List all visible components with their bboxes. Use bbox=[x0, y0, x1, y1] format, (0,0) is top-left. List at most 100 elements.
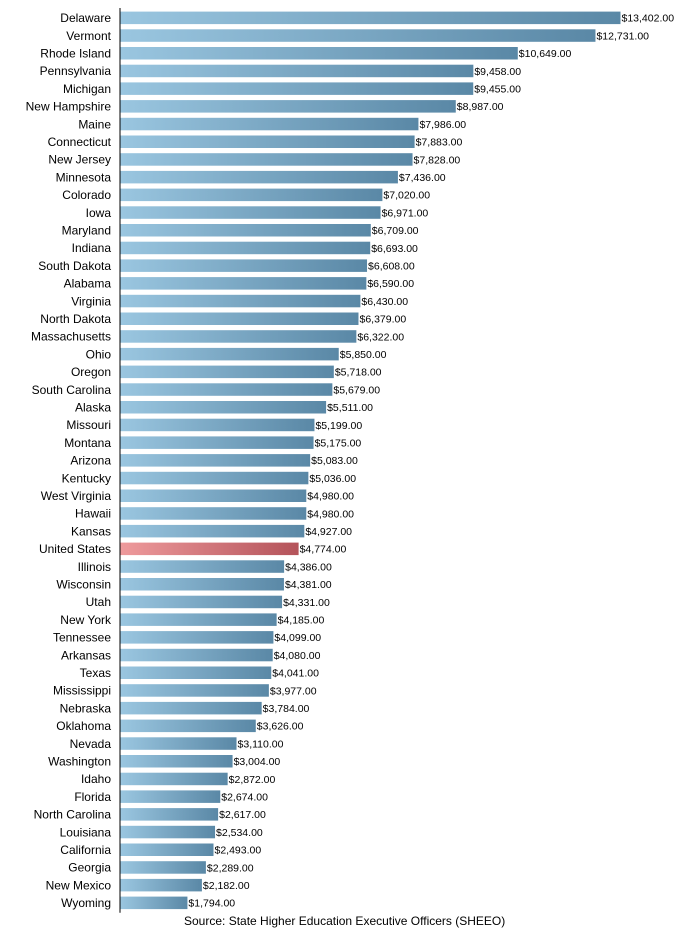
category-label: Massachusetts bbox=[31, 330, 111, 344]
bar bbox=[120, 294, 361, 308]
value-label: $4,099.00 bbox=[274, 632, 321, 644]
bar bbox=[120, 524, 305, 538]
category-label: New Jersey bbox=[48, 153, 111, 167]
bar bbox=[120, 365, 334, 379]
bar bbox=[120, 383, 333, 396]
value-label: $4,041.00 bbox=[272, 668, 319, 680]
category-label: Virginia bbox=[71, 294, 111, 308]
category-label: Kentucky bbox=[62, 471, 111, 485]
value-label: $6,322.00 bbox=[357, 331, 404, 343]
category-label: West Virginia bbox=[41, 489, 112, 503]
bar bbox=[120, 436, 314, 449]
category-label: New Mexico bbox=[46, 878, 112, 892]
value-label: $6,971.00 bbox=[382, 207, 429, 219]
value-label: $2,872.00 bbox=[229, 774, 276, 786]
category-label: Texas bbox=[80, 666, 111, 680]
category-label: Hawaii bbox=[75, 507, 111, 521]
category-label: Nebraska bbox=[60, 701, 112, 715]
category-label: Kansas bbox=[71, 524, 111, 538]
category-label: Oklahoma bbox=[56, 719, 111, 733]
source-note: Source: State Higher Education Executive… bbox=[184, 914, 506, 928]
value-label: $2,182.00 bbox=[203, 880, 250, 892]
value-label: $5,511.00 bbox=[327, 402, 373, 414]
bar bbox=[120, 896, 188, 910]
bar bbox=[120, 471, 309, 485]
bars-group bbox=[120, 11, 621, 910]
value-label: $2,617.00 bbox=[219, 809, 266, 821]
value-label: $6,590.00 bbox=[367, 278, 414, 290]
value-label: $6,709.00 bbox=[372, 225, 419, 237]
category-label: Alabama bbox=[64, 277, 112, 291]
bar bbox=[120, 454, 311, 467]
value-label: $3,110.00 bbox=[238, 738, 284, 750]
bar bbox=[120, 648, 273, 662]
bar bbox=[120, 47, 518, 60]
value-label: $7,436.00 bbox=[399, 172, 446, 184]
category-label: United States bbox=[39, 542, 111, 556]
category-label: Maryland bbox=[62, 223, 111, 237]
bar bbox=[120, 755, 233, 768]
value-label: $4,774.00 bbox=[300, 544, 347, 556]
category-label: Tennessee bbox=[53, 631, 111, 645]
bar bbox=[120, 507, 307, 520]
value-label: $4,331.00 bbox=[283, 597, 330, 609]
bar bbox=[120, 578, 284, 591]
category-label: Maine bbox=[78, 117, 111, 131]
value-label: $5,679.00 bbox=[333, 384, 380, 396]
value-label: $5,175.00 bbox=[315, 437, 362, 449]
bar bbox=[120, 719, 256, 733]
category-label: Illinois bbox=[78, 560, 111, 574]
bar bbox=[120, 825, 216, 839]
category-labels-group: Delaware Vermont Rhode Island Pennsylvania M… bbox=[26, 11, 112, 910]
category-label: Iowa bbox=[86, 206, 112, 220]
value-label: $4,381.00 bbox=[285, 579, 332, 591]
category-label: Nevada bbox=[70, 737, 112, 751]
bar bbox=[120, 170, 398, 184]
value-label: $6,693.00 bbox=[371, 243, 418, 255]
value-label: $1,794.00 bbox=[188, 898, 235, 910]
category-label: South Dakota bbox=[38, 259, 111, 273]
value-label: $4,386.00 bbox=[285, 561, 332, 573]
bar bbox=[120, 684, 269, 697]
value-label: $2,493.00 bbox=[215, 845, 262, 857]
value-label: $7,986.00 bbox=[419, 119, 466, 131]
bar bbox=[120, 737, 237, 750]
bar bbox=[120, 613, 277, 626]
value-label: $9,458.00 bbox=[474, 66, 521, 78]
category-label: Missouri bbox=[66, 418, 111, 432]
value-label: $10,649.00 bbox=[519, 48, 572, 60]
value-label: $4,980.00 bbox=[307, 491, 354, 503]
bar bbox=[120, 666, 272, 679]
bar-highlight bbox=[120, 542, 299, 556]
bar bbox=[120, 206, 381, 219]
value-label: $6,430.00 bbox=[361, 296, 408, 308]
bar bbox=[120, 401, 327, 414]
bar bbox=[120, 631, 274, 644]
category-label: Minnesota bbox=[56, 170, 112, 184]
bar bbox=[120, 701, 262, 715]
value-label: $12,731.00 bbox=[596, 30, 649, 42]
category-label: Utah bbox=[86, 595, 111, 609]
value-label: $9,455.00 bbox=[474, 83, 521, 95]
value-label: $3,784.00 bbox=[263, 703, 310, 715]
bar bbox=[120, 188, 383, 202]
value-label: $7,020.00 bbox=[383, 190, 430, 202]
category-label: North Dakota bbox=[40, 312, 111, 326]
category-label: Washington bbox=[48, 754, 111, 768]
bar bbox=[120, 241, 371, 255]
category-label: Georgia bbox=[68, 861, 111, 875]
value-label: $7,828.00 bbox=[414, 154, 461, 166]
category-label: Indiana bbox=[72, 241, 112, 255]
category-label: Alaska bbox=[75, 400, 111, 414]
category-label: Arizona bbox=[70, 454, 111, 468]
value-label: $6,379.00 bbox=[359, 314, 406, 326]
bar bbox=[120, 772, 228, 786]
bar bbox=[120, 489, 307, 502]
value-label: $4,927.00 bbox=[305, 526, 352, 538]
category-label: Connecticut bbox=[48, 135, 112, 149]
bar bbox=[120, 861, 206, 874]
category-label: Louisiana bbox=[60, 825, 112, 839]
category-label: Colorado bbox=[62, 188, 111, 202]
bar bbox=[120, 135, 415, 148]
